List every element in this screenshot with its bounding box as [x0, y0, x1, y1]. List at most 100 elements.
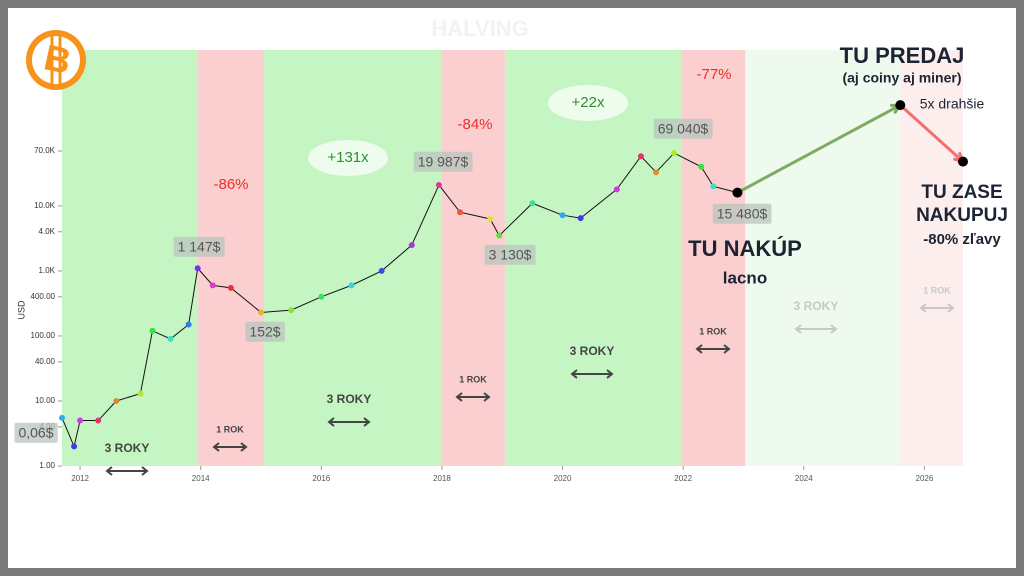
buy-dot	[732, 187, 743, 198]
price-dot	[71, 443, 78, 450]
projection-up	[736, 103, 901, 194]
callout: TU ZASE	[921, 182, 1002, 203]
price-dot	[209, 282, 216, 289]
price-dot	[137, 390, 144, 397]
price-label: 19 987$	[418, 154, 469, 170]
duration-arrowhead	[570, 369, 614, 379]
price-line	[61, 152, 738, 449]
change-label: -86%	[213, 176, 248, 193]
price-label: 15 480$	[717, 206, 768, 222]
price-dot	[194, 265, 201, 272]
x-tick-label: 2020	[554, 474, 572, 483]
phase-band	[264, 50, 442, 466]
change-label: -77%	[696, 66, 731, 83]
price-dot	[185, 321, 192, 328]
duration-label: 3 ROKY	[327, 392, 372, 406]
phase-band	[197, 50, 265, 466]
price-dot	[496, 232, 503, 239]
y-tick-label: 400.00	[31, 292, 56, 301]
price-label: 152$	[249, 324, 280, 340]
y-tick-label: 1.00	[39, 461, 55, 470]
projection-down	[899, 104, 965, 163]
header: HALVING	[431, 16, 528, 41]
price-label: 69 040$	[658, 121, 709, 137]
duration-arrowhead	[695, 344, 731, 354]
price-dot	[408, 242, 415, 249]
duration-label: 1 ROK	[923, 285, 951, 295]
duration-arrowhead	[794, 324, 838, 334]
y-tick-label: 70.0K	[34, 146, 56, 155]
price-dot	[113, 397, 120, 404]
price-dot	[710, 183, 717, 190]
price-dot	[435, 181, 442, 188]
x-tick-label: 2022	[674, 474, 692, 483]
price-label: 0,06$	[18, 425, 53, 441]
y-tick-label: 4.0K	[39, 227, 56, 236]
price-dot	[288, 307, 295, 314]
price-dot	[653, 169, 660, 176]
y-tick-label: 10.0K	[34, 201, 56, 210]
y-axis-label: USD	[16, 300, 26, 320]
y-tick-label: 40.00	[35, 357, 56, 366]
price-dot	[348, 282, 355, 289]
price-dot	[529, 200, 536, 207]
phase-band	[62, 50, 198, 466]
y-tick-label: 1.0K	[39, 266, 56, 275]
y-tick-label: 100.00	[31, 331, 56, 340]
price-dot	[258, 309, 265, 316]
callout: TU NAKÚP	[688, 236, 802, 261]
callout: 5x drahšie	[920, 96, 985, 112]
duration-label: 1 ROK	[699, 326, 727, 336]
y-tick-label: 10.00	[35, 396, 56, 405]
change-label: -84%	[457, 116, 492, 133]
x-tick-label: 2026	[916, 474, 934, 483]
price-dot	[613, 186, 620, 193]
logo: B	[26, 30, 86, 90]
projection-dot	[895, 100, 906, 111]
glow	[308, 140, 388, 176]
price-label: 3 130$	[489, 247, 532, 263]
price-dot	[59, 414, 65, 421]
price-label-bg	[484, 244, 536, 265]
duration-arrowhead	[919, 303, 955, 313]
change-label: +22x	[572, 94, 605, 111]
projection-dot	[958, 156, 968, 167]
price-dot	[227, 284, 234, 291]
duration-arrowhead	[327, 417, 371, 427]
price-label-bg	[173, 236, 225, 257]
price-label-bg	[712, 203, 772, 224]
x-tick-label: 2016	[312, 474, 330, 483]
duration-arrowhead	[212, 442, 248, 452]
price-dot	[637, 153, 644, 160]
price-dot	[149, 327, 156, 334]
price-label-bg	[14, 422, 58, 443]
price-dot	[95, 417, 102, 424]
price-dot	[167, 335, 174, 342]
x-tick-label: 2018	[433, 474, 451, 483]
duration-arrowhead	[105, 466, 149, 476]
price-dot	[577, 215, 584, 222]
duration-label: 3 ROKY	[105, 441, 150, 455]
price-label: 1 147$	[178, 239, 221, 255]
price-dot	[698, 163, 705, 170]
x-tick-label: 2024	[795, 474, 813, 483]
price-dot	[559, 212, 566, 219]
price-dot	[378, 267, 385, 274]
phase-band	[900, 50, 963, 466]
price-dot	[77, 417, 84, 424]
logo-inner	[32, 36, 80, 84]
change-label: +131x	[327, 149, 369, 166]
price-label-bg	[245, 321, 285, 342]
price-label-bg	[413, 151, 473, 172]
price-dot	[318, 293, 325, 300]
x-tick-label: 2014	[192, 474, 210, 483]
callout: -80% zľavy	[923, 231, 1001, 248]
x-tick-label: 2012	[71, 474, 89, 483]
duration-label: 1 ROK	[216, 424, 244, 434]
glow	[548, 85, 628, 121]
callout: TU PREDAJ	[840, 43, 965, 68]
price-dot	[671, 150, 678, 157]
duration-label: 3 ROKY	[570, 344, 615, 358]
duration-label: 3 ROKY	[794, 299, 839, 313]
